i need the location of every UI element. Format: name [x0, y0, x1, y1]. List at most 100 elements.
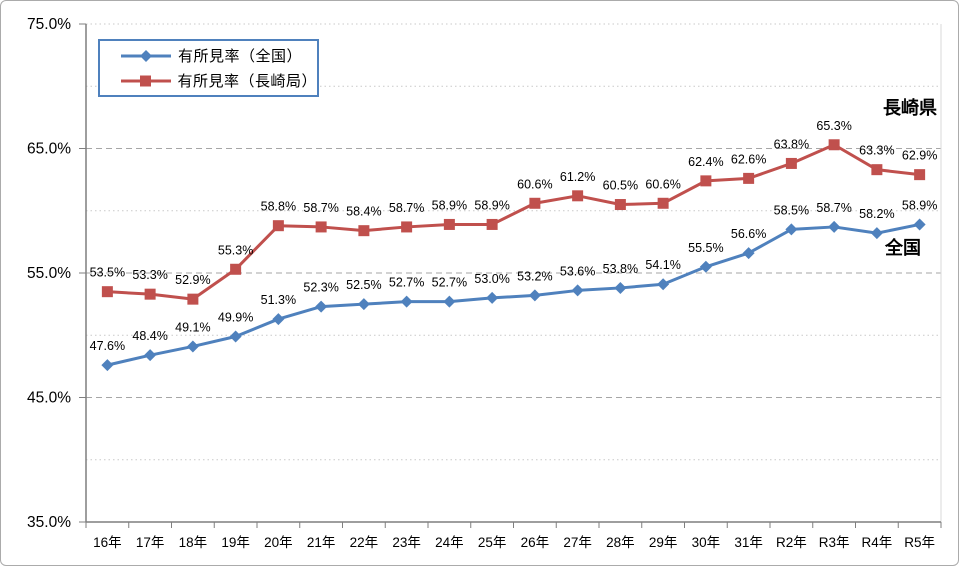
- x-axis-label: 18年: [179, 535, 208, 550]
- data-point-marker: [186, 340, 199, 353]
- data-point-marker: [743, 172, 755, 184]
- data-point-marker: [742, 247, 755, 260]
- data-label: 58.9%: [474, 198, 509, 212]
- data-label: 58.7%: [816, 201, 851, 215]
- annotation-nagasaki-label: 長崎県: [883, 98, 937, 118]
- data-point-marker: [785, 157, 797, 169]
- data-point-marker: [272, 313, 285, 326]
- series-line-zenkoku: [105, 222, 922, 367]
- data-point-marker: [913, 218, 926, 231]
- data-point-marker: [144, 349, 157, 362]
- data-point-marker: [144, 288, 156, 300]
- data-label: 53.0%: [474, 272, 509, 286]
- x-axis-label: 27年: [563, 535, 592, 550]
- data-point-marker: [401, 221, 413, 233]
- data-label: 47.6%: [90, 339, 125, 353]
- data-point-marker: [229, 330, 242, 343]
- data-point-marker: [699, 260, 712, 273]
- x-axis-label: 19年: [221, 535, 250, 550]
- data-label: 52.5%: [346, 278, 381, 292]
- annotation-zenkoku-label: 全国: [885, 238, 921, 258]
- data-point-marker: [443, 218, 455, 230]
- x-axis-label: 28年: [606, 535, 635, 550]
- data-label: 53.8%: [603, 262, 638, 276]
- y-axis-label: 55.0%: [27, 265, 71, 282]
- data-label: 61.2%: [560, 170, 595, 184]
- data-point-marker: [871, 164, 883, 176]
- data-label: 58.9%: [432, 198, 467, 212]
- y-axis-label: 45.0%: [27, 390, 71, 407]
- data-label: 60.6%: [517, 177, 552, 191]
- legend-item-nagasaki: 有所見率（長崎局）: [120, 70, 317, 91]
- data-point-marker: [315, 221, 327, 233]
- x-axis-label: 24年: [435, 535, 464, 550]
- legend-label-nagasaki: 有所見率（長崎局）: [177, 73, 317, 90]
- y-axis-label: 65.0%: [27, 141, 71, 158]
- line-diamond-marker-icon: [121, 49, 171, 62]
- data-point-marker: [400, 295, 413, 308]
- x-axis-label: 20年: [264, 535, 293, 550]
- x-axis-label: R4年: [861, 535, 892, 550]
- data-label: 55.5%: [688, 241, 723, 255]
- data-label: 58.2%: [859, 207, 894, 221]
- data-point-marker: [315, 300, 328, 313]
- x-axis-label: 31年: [734, 535, 763, 550]
- data-label: 58.7%: [389, 201, 424, 215]
- data-label: 51.3%: [261, 293, 296, 307]
- data-label: 62.6%: [731, 152, 766, 166]
- x-axis-label: R2年: [776, 535, 807, 550]
- x-axis-label: 21年: [307, 535, 336, 550]
- data-label: 52.7%: [432, 276, 467, 290]
- x-axis-label: 16年: [93, 535, 122, 550]
- data-point-marker: [870, 227, 883, 240]
- data-label: 48.4%: [132, 329, 167, 343]
- data-point-marker: [272, 220, 284, 232]
- data-label: 62.9%: [902, 149, 937, 163]
- x-axis-label: R5年: [904, 535, 935, 550]
- x-axis-label: 25年: [478, 535, 507, 550]
- data-label: 60.6%: [645, 177, 680, 191]
- data-label: 53.2%: [517, 269, 552, 283]
- data-point-marker: [187, 293, 199, 305]
- data-point-marker: [657, 278, 670, 291]
- data-label: 53.3%: [132, 268, 167, 282]
- data-point-marker: [914, 169, 926, 181]
- data-point-marker: [572, 190, 584, 202]
- data-label: 58.8%: [261, 200, 296, 214]
- x-axis-label: 23年: [392, 535, 421, 550]
- data-point-marker: [657, 197, 669, 209]
- chart-legend: 有所見率（全国） 有所見率（長崎局）: [98, 39, 319, 97]
- data-point-marker: [614, 281, 627, 294]
- data-point-marker: [571, 284, 584, 297]
- x-axis-label: 17年: [136, 535, 165, 550]
- y-axis-label: 35.0%: [27, 514, 71, 531]
- data-point-marker: [614, 199, 626, 211]
- series-line-nagasaki: [105, 143, 922, 301]
- data-label: 58.9%: [902, 198, 937, 212]
- data-label: 65.3%: [816, 119, 851, 133]
- data-label: 62.4%: [688, 155, 723, 169]
- data-label: 52.9%: [175, 273, 210, 287]
- x-axis-label: 29年: [649, 535, 678, 550]
- data-label: 56.6%: [731, 227, 766, 241]
- data-point-marker: [230, 263, 242, 275]
- data-point-marker: [700, 175, 712, 187]
- line-square-marker-icon: [121, 75, 171, 86]
- data-point-marker: [785, 223, 798, 236]
- data-label: 55.3%: [218, 243, 253, 257]
- data-point-marker: [358, 225, 370, 237]
- x-axis-label: 30年: [692, 535, 721, 550]
- data-point-marker: [101, 359, 114, 372]
- data-label: 49.9%: [218, 310, 253, 324]
- legend-item-zenkoku: 有所見率（全国）: [120, 45, 317, 66]
- x-axis-label: 26年: [521, 535, 550, 550]
- data-label: 63.3%: [859, 144, 894, 158]
- data-point-marker: [357, 298, 370, 311]
- data-point-marker: [486, 291, 499, 304]
- x-axis-label: 22年: [350, 535, 379, 550]
- data-label: 52.7%: [389, 276, 424, 290]
- data-point-marker: [443, 295, 456, 308]
- data-label: 52.3%: [303, 281, 338, 295]
